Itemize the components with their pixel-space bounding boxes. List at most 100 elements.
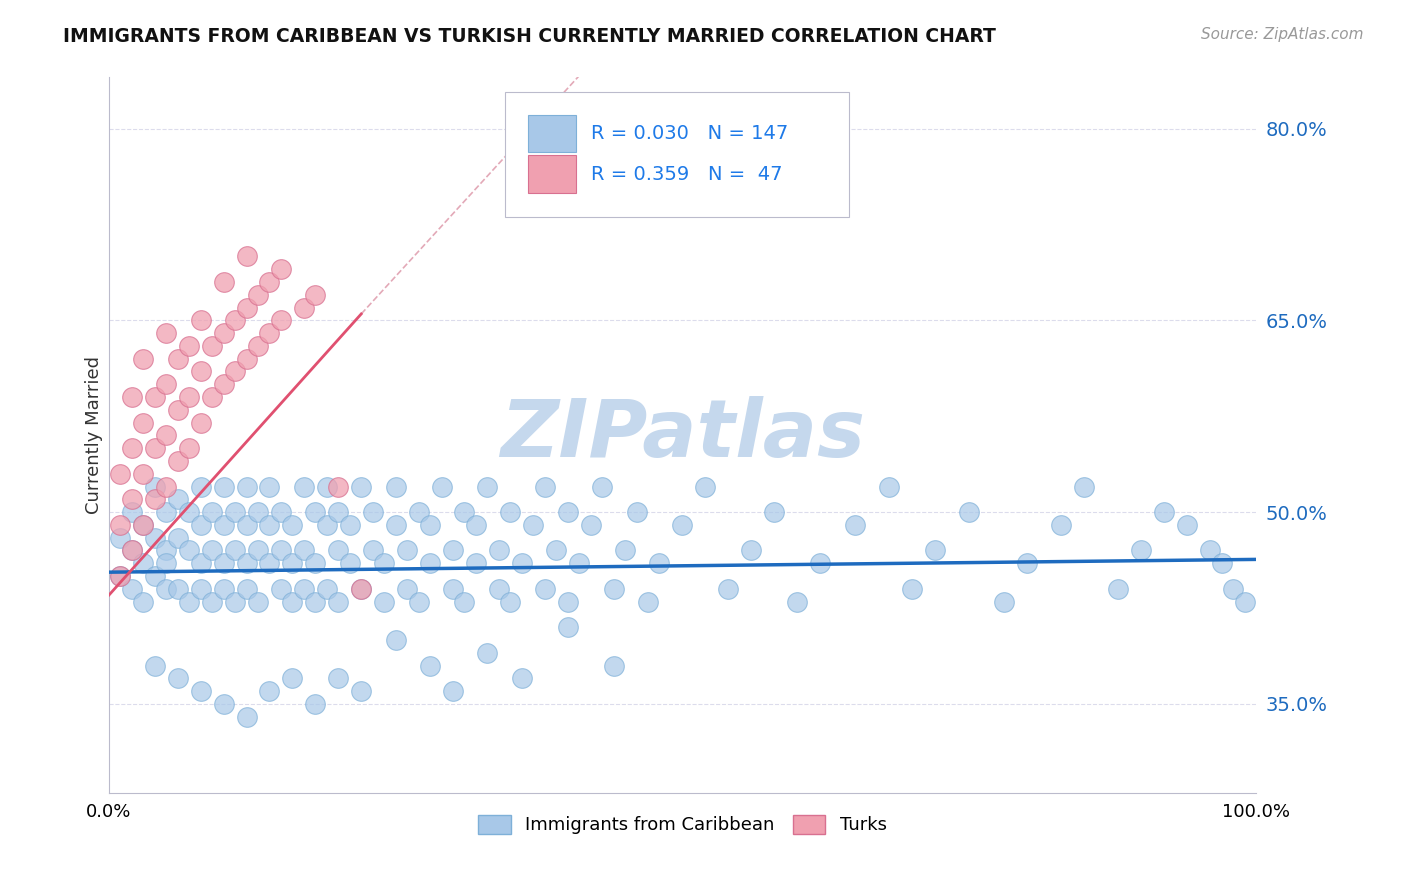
Point: [235, 249, 257, 263]
Point: [844, 517, 866, 532]
Point: [110, 531, 132, 545]
Point: [1233, 594, 1256, 608]
Point: [373, 594, 395, 608]
Point: [121, 543, 143, 558]
Point: [224, 313, 246, 327]
Point: [246, 543, 269, 558]
Point: [808, 556, 831, 570]
Point: [568, 556, 591, 570]
Point: [1130, 543, 1153, 558]
Point: [304, 594, 326, 608]
Point: [350, 582, 373, 596]
Point: [591, 479, 613, 493]
Point: [339, 556, 361, 570]
Point: [259, 479, 281, 493]
Point: [235, 517, 257, 532]
Point: [246, 339, 269, 353]
Point: [155, 556, 177, 570]
Point: [143, 531, 166, 545]
Point: [304, 697, 326, 711]
Point: [121, 441, 143, 455]
Point: [304, 505, 326, 519]
Point: [350, 479, 373, 493]
Point: [179, 543, 201, 558]
Text: ZIPatlas: ZIPatlas: [501, 396, 865, 475]
FancyBboxPatch shape: [527, 155, 575, 193]
Point: [235, 582, 257, 596]
Point: [110, 517, 132, 532]
Text: Source: ZipAtlas.com: Source: ZipAtlas.com: [1201, 27, 1364, 42]
Point: [143, 658, 166, 673]
Point: [132, 351, 155, 366]
Point: [522, 517, 544, 532]
Point: [328, 505, 350, 519]
Point: [281, 671, 304, 685]
Point: [270, 262, 292, 277]
Point: [235, 301, 257, 315]
Point: [384, 517, 406, 532]
Point: [259, 275, 281, 289]
Text: R = 0.359   N =  47: R = 0.359 N = 47: [591, 165, 782, 184]
Point: [201, 390, 224, 404]
Point: [246, 594, 269, 608]
Point: [328, 594, 350, 608]
Point: [488, 543, 510, 558]
Point: [155, 428, 177, 442]
Point: [315, 517, 337, 532]
Point: [465, 517, 488, 532]
Point: [602, 582, 624, 596]
Point: [212, 697, 235, 711]
Point: [259, 517, 281, 532]
Point: [132, 467, 155, 481]
Point: [155, 505, 177, 519]
Point: [121, 390, 143, 404]
Point: [201, 505, 224, 519]
Point: [1015, 556, 1038, 570]
Point: [695, 479, 717, 493]
Point: [143, 390, 166, 404]
Point: [579, 517, 602, 532]
Point: [179, 390, 201, 404]
Point: [396, 582, 419, 596]
Point: [155, 377, 177, 392]
Point: [510, 556, 533, 570]
Point: [190, 556, 212, 570]
Point: [877, 479, 900, 493]
Point: [441, 684, 464, 698]
Point: [1175, 517, 1198, 532]
Point: [441, 582, 464, 596]
Point: [212, 582, 235, 596]
Point: [235, 709, 257, 723]
Point: [637, 594, 659, 608]
Point: [292, 543, 315, 558]
Point: [1073, 479, 1095, 493]
Text: IMMIGRANTS FROM CARIBBEAN VS TURKISH CURRENTLY MARRIED CORRELATION CHART: IMMIGRANTS FROM CARIBBEAN VS TURKISH CUR…: [63, 27, 995, 45]
Point: [212, 326, 235, 340]
Point: [315, 479, 337, 493]
Point: [166, 492, 188, 507]
Point: [1153, 505, 1175, 519]
Point: [477, 646, 499, 660]
Point: [328, 543, 350, 558]
Point: [179, 594, 201, 608]
Point: [763, 505, 786, 519]
Point: [259, 556, 281, 570]
Point: [110, 569, 132, 583]
Point: [546, 543, 568, 558]
Point: [361, 543, 384, 558]
Point: [143, 479, 166, 493]
Point: [396, 543, 419, 558]
Point: [281, 517, 304, 532]
Point: [190, 582, 212, 596]
Point: [212, 517, 235, 532]
Point: [1211, 556, 1233, 570]
Point: [315, 582, 337, 596]
Point: [166, 454, 188, 468]
Point: [190, 684, 212, 698]
Point: [224, 505, 246, 519]
Point: [281, 556, 304, 570]
Point: [384, 479, 406, 493]
Point: [270, 505, 292, 519]
Point: [246, 287, 269, 301]
Point: [110, 569, 132, 583]
